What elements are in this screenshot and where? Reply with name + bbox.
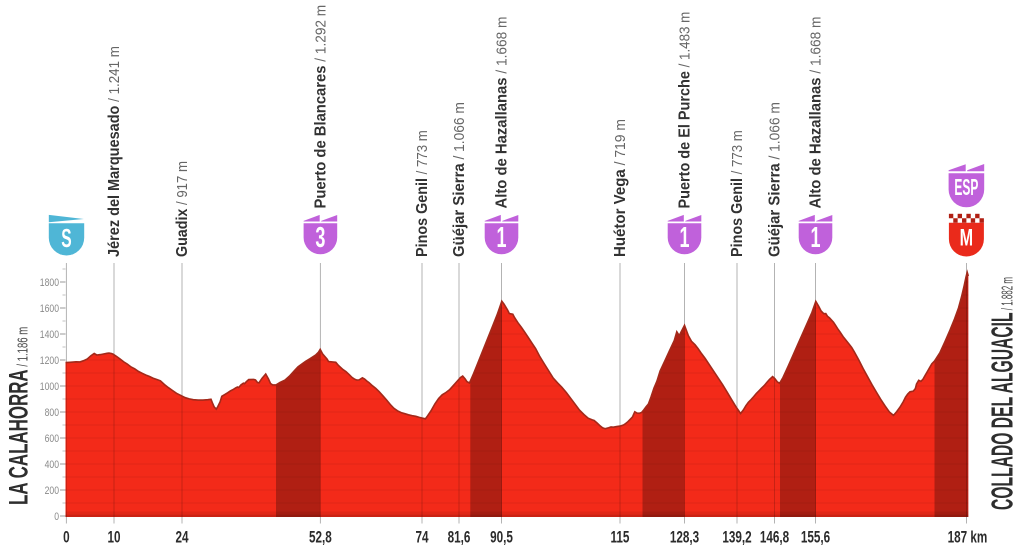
svg-text:1: 1 xyxy=(679,222,689,254)
svg-text:139,2: 139,2 xyxy=(722,529,751,547)
svg-text:S: S xyxy=(61,224,71,253)
svg-text:1800: 1800 xyxy=(40,277,60,289)
svg-text:74: 74 xyxy=(415,529,428,547)
svg-text:Jérez del Marquesado / 1.241 m: Jérez del Marquesado / 1.241 m xyxy=(106,46,124,257)
svg-text:COLLADO DEL ALGUACIL / 1.882 m: COLLADO DEL ALGUACIL / 1.882 m xyxy=(986,277,1020,510)
svg-text:Pinos Genil / 773 m: Pinos Genil / 773 m xyxy=(414,130,432,257)
svg-text:1: 1 xyxy=(496,222,506,254)
svg-text:Alto de Hazallanas / 1.668 m: Alto de Hazallanas / 1.668 m xyxy=(493,17,510,209)
svg-text:0: 0 xyxy=(54,511,59,523)
svg-text:Güéjar Sierra / 1.066 m: Güéjar Sierra / 1.066 m xyxy=(766,102,783,257)
svg-text:10: 10 xyxy=(107,529,120,547)
svg-text:ESP: ESP xyxy=(954,174,978,200)
svg-text:1200: 1200 xyxy=(40,355,60,367)
svg-text:24: 24 xyxy=(175,529,188,547)
svg-text:128,3: 128,3 xyxy=(670,529,699,547)
svg-text:52,8: 52,8 xyxy=(309,529,332,547)
svg-text:Puerto de Blancares / 1.292 m: Puerto de Blancares / 1.292 m xyxy=(312,5,329,209)
svg-text:Puerto de El Purche / 1.483 m: Puerto de El Purche / 1.483 m xyxy=(676,12,694,209)
svg-text:Guadix / 917 m: Guadix / 917 m xyxy=(174,161,192,257)
svg-text:90,5: 90,5 xyxy=(490,529,513,547)
svg-text:M: M xyxy=(960,224,973,251)
svg-text:187 km: 187 km xyxy=(948,529,988,547)
svg-text:1000: 1000 xyxy=(40,381,60,393)
svg-text:115: 115 xyxy=(611,529,630,547)
svg-text:600: 600 xyxy=(45,433,60,445)
svg-text:1: 1 xyxy=(810,222,820,254)
svg-text:3: 3 xyxy=(315,222,325,254)
svg-text:0: 0 xyxy=(63,529,70,547)
svg-text:1400: 1400 xyxy=(40,329,60,341)
svg-text:1600: 1600 xyxy=(40,303,60,315)
svg-text:200: 200 xyxy=(45,485,60,497)
svg-text:Huétor Vega / 719 m: Huétor Vega / 719 m xyxy=(612,119,629,257)
svg-text:81,6: 81,6 xyxy=(448,529,471,547)
svg-text:Pinos Genil / 773 m: Pinos Genil / 773 m xyxy=(729,130,747,257)
svg-text:155,6: 155,6 xyxy=(801,529,830,547)
svg-text:400: 400 xyxy=(45,459,60,471)
svg-text:800: 800 xyxy=(45,407,60,419)
svg-text:Güéjar Sierra / 1.066 m: Güéjar Sierra / 1.066 m xyxy=(451,102,468,257)
svg-text:Alto de Hazallanas / 1.668 m: Alto de Hazallanas / 1.668 m xyxy=(807,17,824,209)
svg-text:146,8: 146,8 xyxy=(760,529,789,547)
